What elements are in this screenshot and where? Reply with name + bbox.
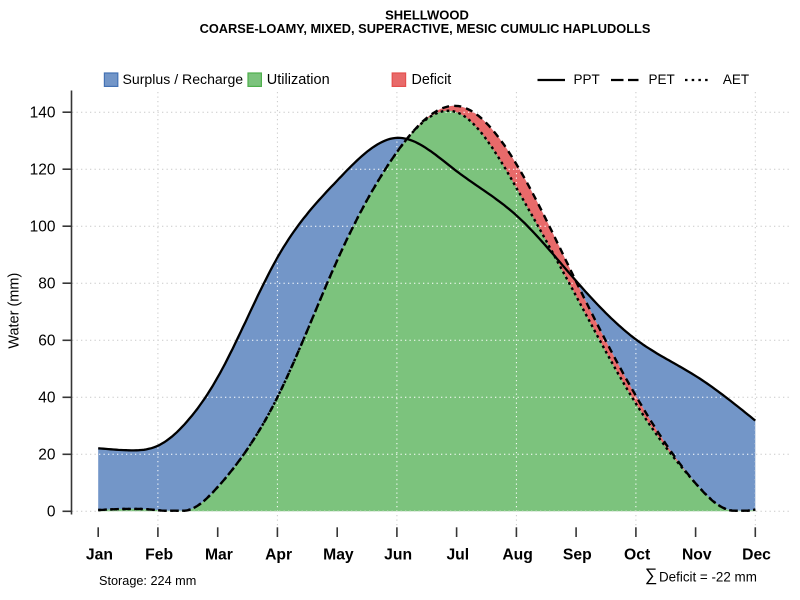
svg-text:Deficit: Deficit xyxy=(412,72,452,88)
svg-text:Storage: 224 mm: Storage: 224 mm xyxy=(99,574,196,588)
svg-text:Jul: Jul xyxy=(446,546,469,563)
svg-text:Dec: Dec xyxy=(742,546,771,563)
svg-text:Mar: Mar xyxy=(205,546,233,563)
svg-text:COARSE-LOAMY, MIXED, SUPERACTI: COARSE-LOAMY, MIXED, SUPERACTIVE, MESIC … xyxy=(200,21,651,36)
svg-text:Feb: Feb xyxy=(145,546,173,563)
svg-text:80: 80 xyxy=(38,276,56,293)
svg-text:Apr: Apr xyxy=(265,546,292,563)
svg-text:Utilization: Utilization xyxy=(267,72,330,88)
svg-text:May: May xyxy=(323,546,354,563)
svg-text:PPT: PPT xyxy=(574,72,600,87)
svg-text:Sep: Sep xyxy=(563,546,592,563)
svg-text:Nov: Nov xyxy=(682,546,712,563)
svg-text:Aug: Aug xyxy=(502,546,533,563)
svg-text:0: 0 xyxy=(47,504,56,521)
svg-text:SHELLWOOD: SHELLWOOD xyxy=(385,8,469,23)
svg-text:Jun: Jun xyxy=(384,546,412,563)
svg-text:120: 120 xyxy=(30,162,56,179)
svg-text:∑: ∑ xyxy=(645,565,657,585)
svg-text:40: 40 xyxy=(38,390,56,407)
svg-text:Oct: Oct xyxy=(624,546,651,563)
svg-text:140: 140 xyxy=(30,105,56,122)
svg-text:AET: AET xyxy=(723,72,749,87)
svg-text:60: 60 xyxy=(38,333,56,350)
svg-text:PET: PET xyxy=(649,72,675,87)
svg-text:20: 20 xyxy=(38,447,56,464)
svg-text:Water (mm): Water (mm) xyxy=(7,273,23,349)
svg-text:100: 100 xyxy=(30,219,56,236)
svg-text:Jan: Jan xyxy=(86,546,113,563)
svg-text:Surplus / Recharge: Surplus / Recharge xyxy=(123,71,244,87)
svg-text:Deficit = -22 mm: Deficit = -22 mm xyxy=(659,569,757,584)
